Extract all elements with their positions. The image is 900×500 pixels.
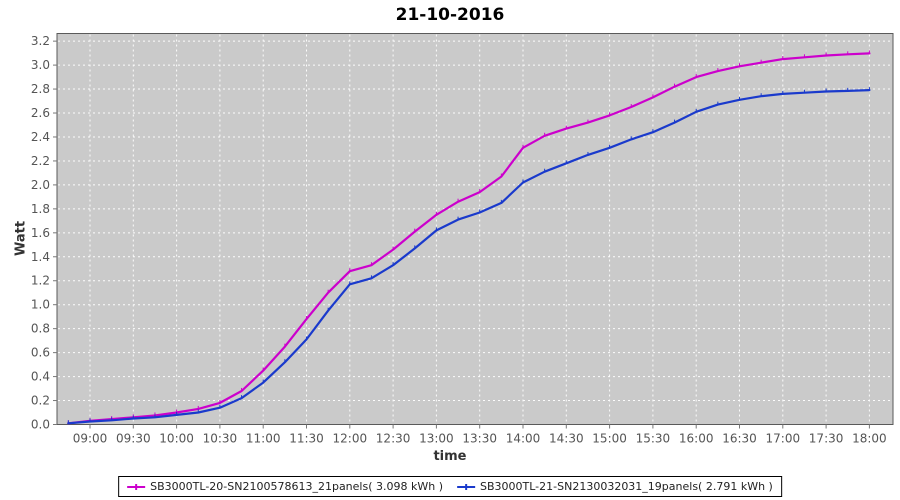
x-tick-label: 15:30 [636,432,671,446]
axis-ticks [53,40,870,429]
series-1-line-marker-icon [127,483,146,490]
y-tick-labels: 0.0 0.2 0.4 0.6 0.8 1.0 1.2 1.4 1.6 1.8 2.0 2.2 2.4 2… [31,34,50,431]
x-tick-label: 09:00 [73,432,108,446]
y-tick-label: 1.8 [31,202,50,216]
x-tick-label: 12:00 [333,432,368,446]
series-2-line-marker-icon [457,483,475,490]
y-tick-label: 2.4 [31,130,50,144]
x-axis-label: time [433,449,467,464]
y-tick-label: 0.0 [31,418,50,432]
y-tick-label: 0.6 [31,346,50,360]
x-tick-label: 14:30 [549,432,584,446]
y-tick-label: 1.2 [31,274,50,288]
y-tick-label: 1.0 [31,298,50,312]
y-tick-label: 3.2 [31,34,50,48]
y-tick-label: 1.4 [31,250,50,264]
x-tick-label: 13:00 [419,432,454,446]
y-tick-label: 2.2 [31,154,50,168]
x-tick-labels: 09:00 09:30 10:00 10:30 11:00 11:30 12:00 12:30… [73,432,887,446]
y-tick-label: 2.8 [31,82,50,96]
gridlines [58,34,892,424]
y-tick-label: 0.4 [31,370,50,384]
x-tick-label: 17:30 [809,432,844,446]
x-tick-label: 13:30 [462,432,497,446]
legend: SB3000TL-20-SN2100578613_21panels( 3.098… [118,476,782,497]
x-tick-label: 18:00 [852,432,887,446]
legend-label-inverter-21: SB3000TL-21-SN2130032031_19panels( 2.791… [480,480,773,493]
y-tick-label: 2.0 [31,178,50,192]
x-tick-label: 16:00 [679,432,714,446]
x-tick-label: 11:00 [246,432,281,446]
series-2-line [67,87,871,425]
plot-background [56,33,894,425]
y-tick-label: 3.0 [31,58,50,72]
x-tick-label: 12:30 [376,432,411,446]
x-tick-label: 10:00 [159,432,194,446]
x-tick-label: 14:00 [506,432,541,446]
y-tick-label: 0.2 [31,394,50,408]
x-tick-label: 15:00 [592,432,627,446]
y-tick-label: 2.6 [31,106,50,120]
series-1-line [67,50,871,425]
legend-label-inverter-20: SB3000TL-20-SN2100578613_21panels( 3.098… [150,480,443,493]
y-tick-label: 1.6 [31,226,50,240]
legend-item-inverter-20: SB3000TL-20-SN2100578613_21panels( 3.098… [127,480,443,493]
legend-item-inverter-21: SB3000TL-21-SN2130032031_19panels( 2.791… [457,480,773,493]
y-axis-label: Watt [13,220,29,257]
x-tick-label: 11:30 [289,432,324,446]
x-tick-label: 16:30 [722,432,757,446]
x-tick-label: 09:30 [116,432,151,446]
chart-title: 21-10-2016 [395,5,505,25]
x-tick-label: 17:00 [766,432,801,446]
y-tick-label: 0.8 [31,322,50,336]
x-tick-label: 10:30 [203,432,238,446]
